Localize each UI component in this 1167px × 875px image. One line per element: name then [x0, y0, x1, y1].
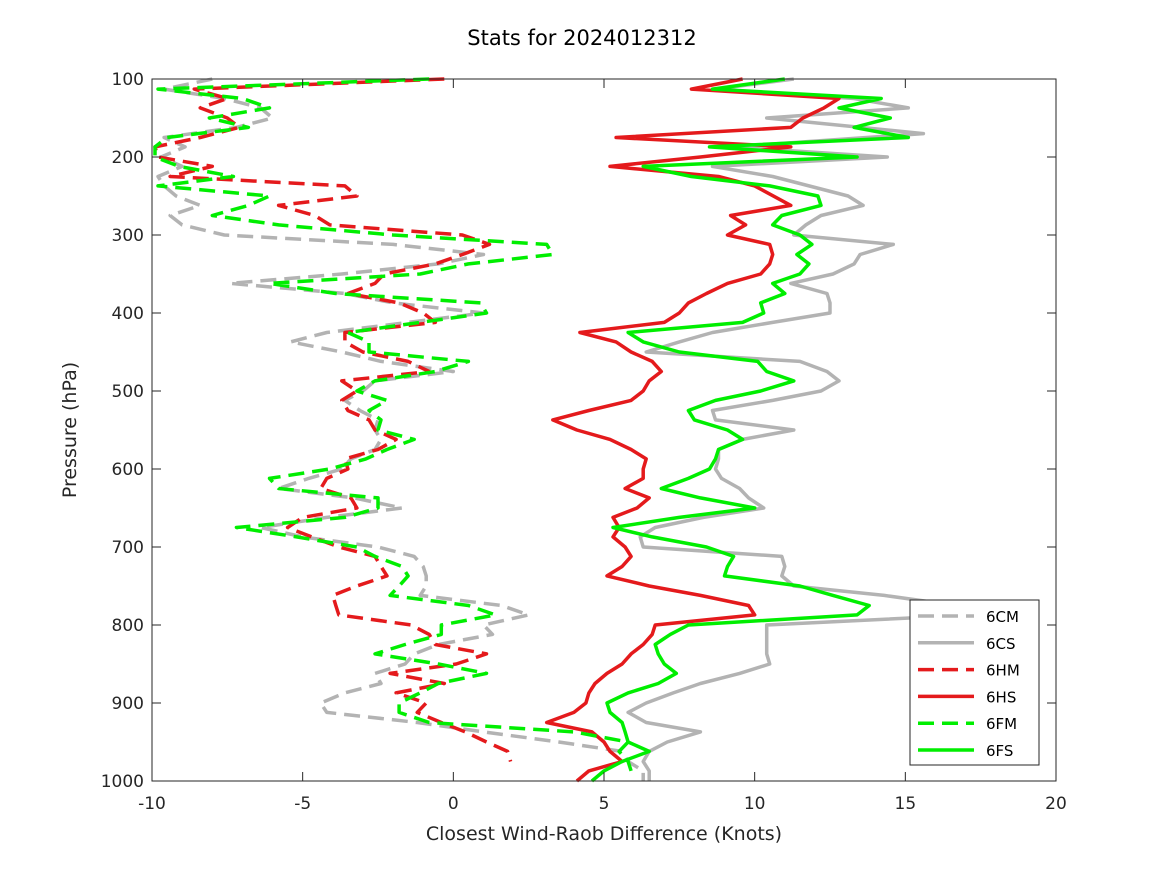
- y-tick-label: 500: [112, 382, 144, 402]
- series-line-6fs: [590, 77, 911, 783]
- legend-label-6cs: 6CS: [986, 635, 1016, 653]
- legend-label-6hm: 6HM: [986, 662, 1020, 680]
- x-tick-label: 0: [448, 794, 459, 814]
- y-tick-label: 300: [112, 226, 144, 246]
- y-tick-label: 100: [112, 70, 144, 90]
- y-tick-label: 900: [112, 694, 144, 714]
- y-axis-title: Pressure (hPa): [59, 362, 81, 498]
- axis-ticks: -10 -5 0 5 10 15 20 100 200 300 400 500 600 700 800 900…: [101, 70, 1067, 814]
- y-tick-label: 600: [112, 460, 144, 480]
- x-tick-label: -10: [138, 794, 166, 814]
- series-line-6hs: [544, 77, 841, 783]
- y-tick-label: 400: [112, 304, 144, 324]
- x-axis-title: Closest Wind-Raob Difference (Knots): [426, 823, 782, 845]
- x-tick-label: 5: [599, 794, 610, 814]
- legend-label-6hs: 6HS: [986, 688, 1016, 706]
- legend-box: [909, 599, 1040, 766]
- legend-label-6cm: 6CM: [986, 608, 1019, 626]
- series-layer: [153, 77, 977, 783]
- series-line-6hm: [153, 77, 513, 762]
- y-tick-label: 700: [112, 538, 144, 558]
- chart-title: Stats for 2024012312: [467, 26, 696, 50]
- series-line-6fm: [153, 77, 633, 772]
- x-tick-label: 10: [744, 794, 766, 814]
- x-tick-label: 20: [1045, 794, 1067, 814]
- y-tick-label: 200: [112, 148, 144, 168]
- legend-label-6fs: 6FS: [986, 742, 1013, 760]
- y-tick-label: 800: [112, 616, 144, 636]
- legend: 6CM 6CS 6HM 6HS 6FM 6FS: [909, 599, 1040, 766]
- y-tick-label: 1000: [101, 772, 144, 792]
- x-tick-label: 15: [895, 794, 917, 814]
- legend-label-6fm: 6FM: [986, 715, 1017, 733]
- x-tick-label: -5: [294, 794, 311, 814]
- plot-area: [152, 79, 1056, 781]
